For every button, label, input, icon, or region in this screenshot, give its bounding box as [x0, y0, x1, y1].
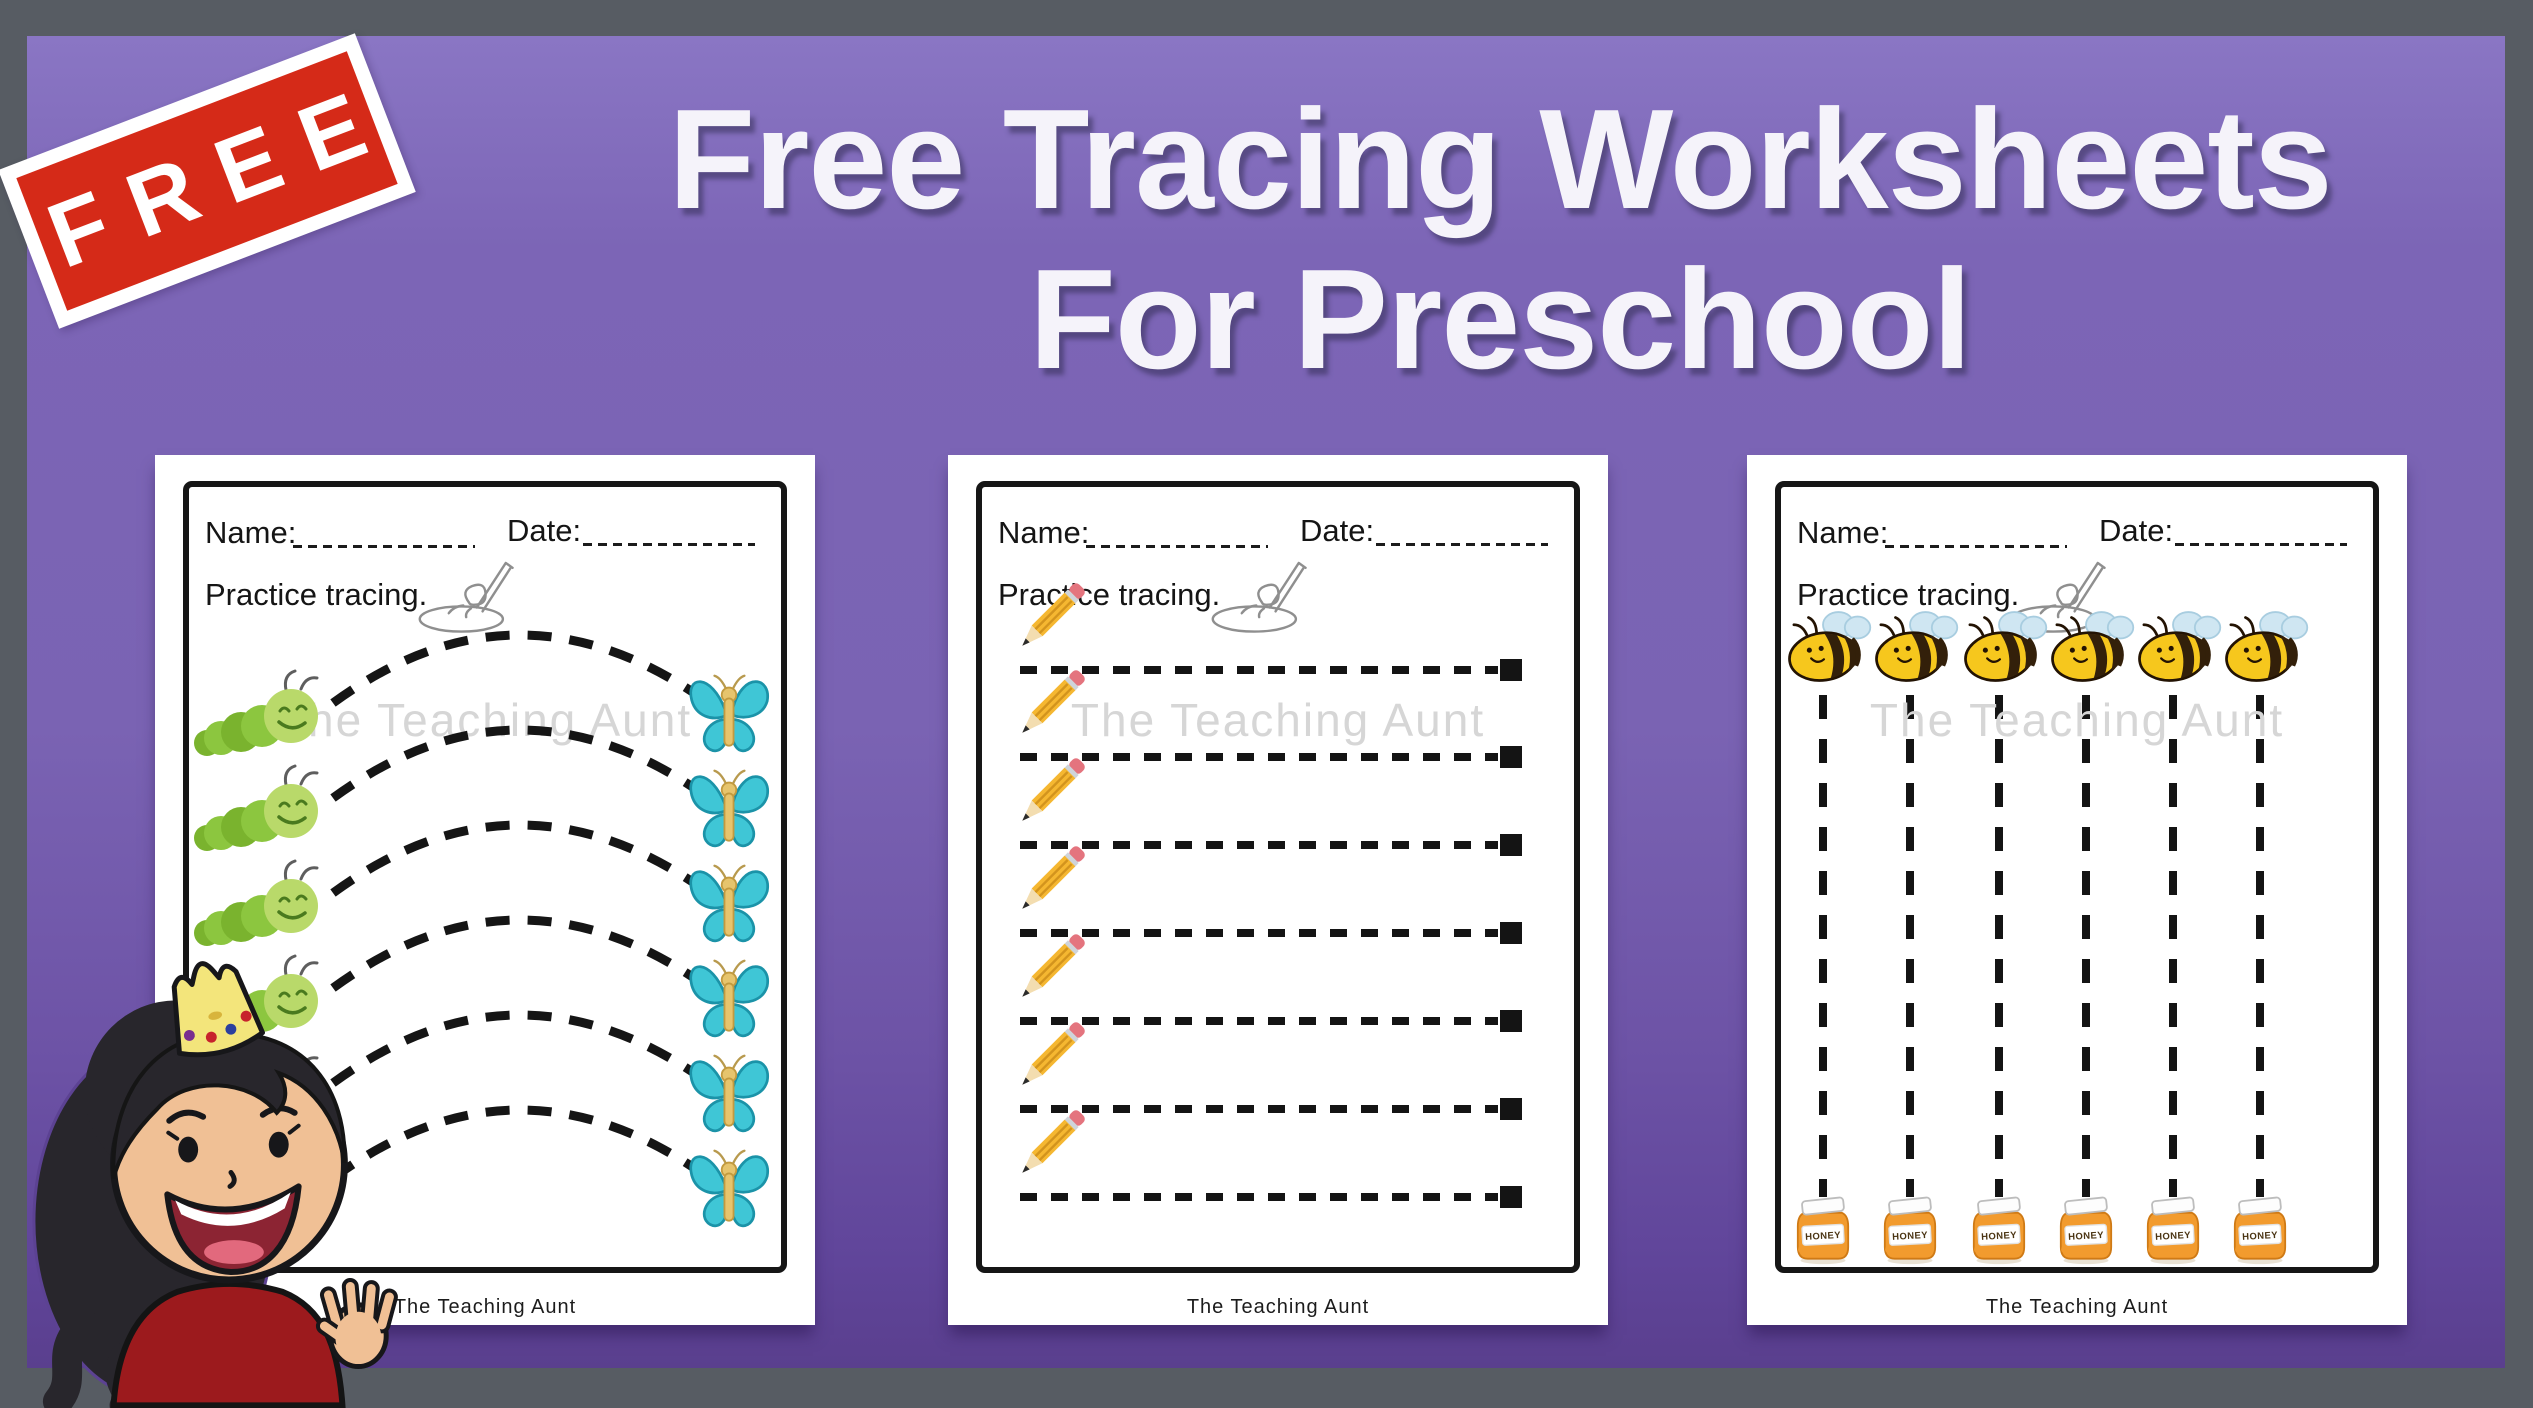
mascot-mouth — [164, 1183, 302, 1275]
name-label: Name: — [998, 515, 1090, 550]
instruction-text: Practice tracing. — [205, 577, 428, 612]
watermark: The Teaching Aunt — [277, 694, 693, 746]
name-blank-line — [293, 545, 475, 548]
date-label: Date: — [507, 513, 582, 548]
bee-icon — [1773, 605, 1873, 690]
butterfly-icon — [683, 663, 775, 763]
tracing-line — [2169, 695, 2177, 1197]
stop-square — [1500, 1098, 1522, 1120]
mascot-crown — [171, 961, 265, 1058]
bee-icon — [1949, 605, 2049, 690]
tracing-line — [1020, 841, 1498, 849]
watermark: The Teaching Aunt — [1070, 694, 1486, 746]
caterpillar-icon — [191, 663, 341, 763]
butterfly-icon — [683, 948, 775, 1048]
tracing-line — [1906, 695, 1914, 1197]
mascot-eyes — [166, 1105, 301, 1189]
caterpillar-icon — [191, 758, 341, 858]
stop-square — [1500, 746, 1522, 768]
title-line-2: For Preschool — [1029, 240, 1972, 400]
honey-jar-icon — [1790, 1193, 1856, 1265]
butterfly-icon — [683, 758, 775, 858]
tracing-line — [1020, 929, 1498, 937]
stop-square — [1500, 1186, 1522, 1208]
honey-jar-icon — [1877, 1193, 1943, 1265]
tracing-line — [1819, 695, 1827, 1197]
butterfly-icon — [683, 853, 775, 953]
instruction-text: Practice tracing. — [998, 577, 1221, 612]
bee-icon — [2123, 605, 2223, 690]
stop-square — [1500, 1010, 1522, 1032]
instruction-text: Practice tracing. — [1797, 577, 2020, 612]
pencil-icon — [1003, 1097, 1098, 1192]
name-label: Name: — [1797, 515, 1889, 550]
bee-icon — [2210, 605, 2310, 690]
stop-square — [1500, 922, 1522, 944]
date-blank-line — [1376, 543, 1548, 546]
tracing-line — [1020, 666, 1498, 674]
page-title: Free Tracing Worksheets For Preschool — [600, 80, 2400, 401]
pencil-icon — [1003, 570, 1098, 665]
bee-icon — [2036, 605, 2136, 690]
name-blank-line — [1885, 545, 2067, 548]
pencil-icon — [1003, 745, 1098, 840]
date-blank-line — [583, 543, 755, 546]
title-line-1: Free Tracing Worksheets — [668, 80, 2332, 239]
worksheet-footer: The Teaching Aunt — [1186, 1296, 1370, 1318]
worksheet-border — [1775, 481, 2379, 1273]
pencil-icon — [1003, 921, 1098, 1016]
tracing-line — [1020, 1193, 1498, 1201]
watermark: The Teaching Aunt — [1869, 694, 2285, 746]
tracing-line — [1020, 1017, 1498, 1025]
honey-jar-icon — [2227, 1193, 2293, 1265]
tracing-line — [1020, 1105, 1498, 1113]
teaching-aunt-mascot — [32, 961, 398, 1408]
worksheet-footer: The Teaching Aunt — [1985, 1296, 2169, 1318]
name-blank-line — [1086, 545, 1268, 548]
worksheet-border — [976, 481, 1580, 1273]
pencil-icon — [1003, 1009, 1098, 1104]
worksheet-horizontal-tracing: The Teaching Aunt Name: Date: Practice t… — [948, 455, 1608, 1325]
hand-writing-icon — [1206, 547, 1322, 635]
worksheet-footer: The Teaching Aunt — [393, 1296, 577, 1318]
honey-jar-icon — [2140, 1193, 2206, 1265]
honey-jar-icon — [1966, 1193, 2032, 1265]
tracing-line — [1020, 753, 1498, 761]
date-label: Date: — [1300, 513, 1375, 548]
stop-square — [1500, 659, 1522, 681]
worksheet-vertical-tracing: The Teaching Aunt Name: Date: Practice t… — [1747, 455, 2407, 1325]
worksheet-border — [183, 481, 787, 1273]
tracing-arcs — [330, 630, 703, 1182]
date-blank-line — [2175, 543, 2347, 546]
butterfly-icon — [683, 1043, 775, 1143]
tracing-line — [2256, 695, 2264, 1197]
bee-icon — [1860, 605, 1960, 690]
honey-jar-icon — [2053, 1193, 2119, 1265]
name-label: Name: — [205, 515, 297, 550]
tracing-line — [1995, 695, 2003, 1197]
mascot-hand — [315, 1278, 398, 1370]
pencil-icon — [1003, 833, 1098, 928]
butterfly-icon — [683, 1138, 775, 1238]
stop-square — [1500, 834, 1522, 856]
tracing-line — [2082, 695, 2090, 1197]
date-label: Date: — [2099, 513, 2174, 548]
